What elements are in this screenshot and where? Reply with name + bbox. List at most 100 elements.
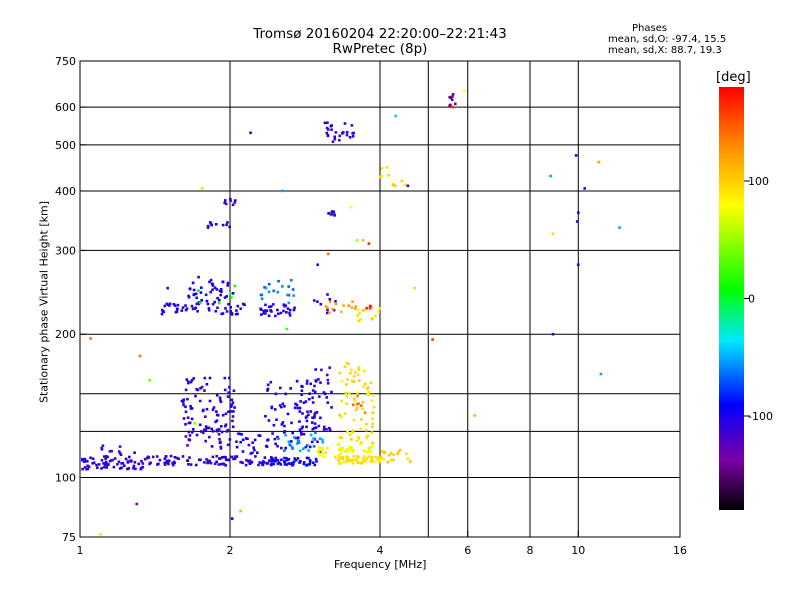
- data-point: [332, 210, 335, 213]
- data-point: [218, 289, 222, 293]
- data-point: [293, 436, 296, 439]
- data-point: [167, 462, 170, 466]
- data-point: [253, 438, 257, 442]
- data-point: [350, 459, 353, 463]
- chart-subtitle: RwPretec (8p): [332, 41, 428, 57]
- data-point: [100, 448, 104, 451]
- data-point: [200, 286, 203, 289]
- data-point: [318, 454, 322, 457]
- data-point: [188, 421, 192, 425]
- data-point: [198, 399, 202, 403]
- data-point: [92, 461, 96, 465]
- data-point: [184, 435, 188, 438]
- data-point: [236, 312, 239, 316]
- data-point: [121, 461, 125, 465]
- data-point: [332, 308, 336, 312]
- data-point: [217, 433, 221, 436]
- data-point: [599, 372, 603, 376]
- data-point: [280, 405, 283, 409]
- data-point: [217, 428, 221, 431]
- data-points: [81, 89, 621, 536]
- data-point: [226, 458, 230, 462]
- data-point: [192, 288, 196, 292]
- data-point: [268, 282, 271, 286]
- data-point: [322, 391, 326, 394]
- data-point: [325, 396, 328, 399]
- data-point: [224, 202, 228, 206]
- data-point: [289, 462, 293, 466]
- data-point: [187, 438, 191, 441]
- data-point: [236, 304, 240, 308]
- data-point: [345, 131, 349, 134]
- data-point: [285, 311, 288, 314]
- data-point: [220, 425, 223, 428]
- data-point: [249, 452, 253, 455]
- data-point: [185, 378, 189, 381]
- data-point: [342, 460, 346, 464]
- data-point: [253, 448, 256, 452]
- data-point: [355, 459, 359, 462]
- data-point: [163, 304, 167, 308]
- data-point: [87, 465, 91, 468]
- data-point: [368, 448, 371, 451]
- data-point: [400, 179, 404, 183]
- data-point: [356, 314, 359, 317]
- data-point: [355, 456, 359, 460]
- data-point: [365, 306, 368, 310]
- data-point: [328, 428, 332, 431]
- data-point: [306, 444, 309, 447]
- data-point: [196, 310, 199, 313]
- data-point: [177, 457, 180, 460]
- data-point: [300, 433, 303, 436]
- data-point: [239, 509, 242, 513]
- data-point: [233, 284, 237, 288]
- data-point: [462, 89, 466, 92]
- data-point: [307, 449, 310, 452]
- data-point: [187, 381, 190, 385]
- data-point: [192, 293, 196, 297]
- data-point: [145, 456, 149, 460]
- data-point: [219, 400, 223, 404]
- data-point: [352, 397, 356, 400]
- data-point: [209, 461, 213, 465]
- data-point: [195, 296, 198, 300]
- data-point: [239, 460, 242, 464]
- data-point: [218, 301, 221, 305]
- data-point: [270, 462, 274, 466]
- data-point: [451, 95, 454, 98]
- data-point: [300, 427, 304, 430]
- data-point: [288, 311, 291, 315]
- data-point: [229, 306, 232, 309]
- data-point: [293, 457, 296, 460]
- data-point: [210, 427, 213, 431]
- data-point: [233, 457, 237, 461]
- data-point: [137, 462, 140, 466]
- data-point: [91, 457, 95, 461]
- data-point: [252, 446, 255, 449]
- data-point: [113, 457, 117, 460]
- data-point: [254, 455, 257, 458]
- data-point: [330, 124, 333, 127]
- data-point: [367, 242, 371, 245]
- data-point: [337, 458, 340, 462]
- data-point: [105, 454, 108, 458]
- data-point: [212, 406, 216, 409]
- data-point: [345, 450, 348, 453]
- data-point: [371, 411, 375, 415]
- data-point: [118, 452, 122, 455]
- data-point: [235, 440, 238, 443]
- data-point: [270, 310, 273, 313]
- data-point: [141, 465, 145, 469]
- data-point: [319, 450, 322, 454]
- data-point: [311, 389, 315, 392]
- data-point: [215, 288, 219, 291]
- data-point: [383, 451, 387, 455]
- data-point: [298, 410, 302, 413]
- data-point: [385, 166, 389, 169]
- data-point: [203, 428, 206, 432]
- data-point: [290, 421, 293, 425]
- data-point: [347, 362, 350, 366]
- data-point: [193, 422, 197, 425]
- data-point: [172, 463, 175, 467]
